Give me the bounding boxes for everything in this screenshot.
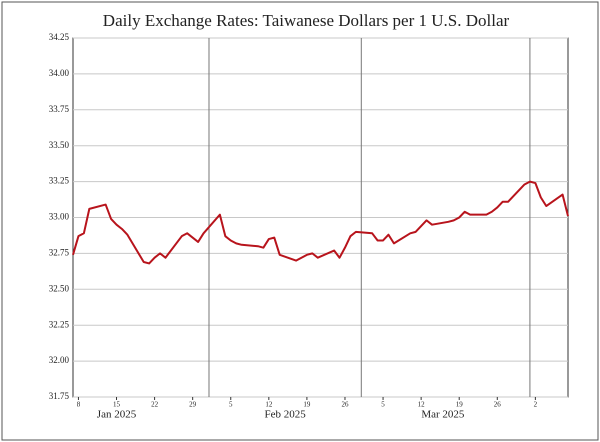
y-tick-label: 33.25 — [49, 176, 70, 186]
x-tick-label: 22 — [151, 401, 159, 409]
month-label: Mar 2025 — [421, 409, 465, 421]
x-tick-label: 8 — [77, 401, 81, 409]
y-tick-label: 32.75 — [49, 247, 70, 257]
x-tick-label: 26 — [341, 401, 349, 409]
month-label: Jan 2025 — [97, 409, 137, 421]
x-tick-label: 5 — [381, 401, 385, 409]
chart-title: Daily Exchange Rates: Taiwanese Dollars … — [103, 11, 510, 30]
y-tick-label: 31.75 — [49, 391, 70, 401]
y-tick-label: 34.25 — [49, 32, 70, 42]
x-tick-label: 19 — [303, 401, 311, 409]
x-tick-label: 29 — [189, 401, 197, 409]
y-tick-label: 33.50 — [49, 140, 70, 150]
y-tick-label: 32.25 — [49, 319, 70, 329]
y-tick-label: 33.75 — [49, 104, 70, 114]
y-tick-label: 34.00 — [49, 68, 70, 78]
y-tick-label: 33.00 — [49, 212, 70, 222]
y-tick-label: 32.00 — [49, 355, 70, 365]
month-label: Feb 2025 — [265, 409, 307, 421]
x-tick-label: 12 — [265, 401, 273, 409]
x-tick-label: 26 — [494, 401, 502, 409]
x-tick-label: 15 — [113, 401, 121, 409]
x-tick-label: 5 — [229, 401, 233, 409]
x-tick-label: 12 — [418, 401, 426, 409]
series-line — [72, 180, 569, 265]
y-tick-label: 32.50 — [49, 283, 70, 293]
x-tick-label: 19 — [456, 401, 464, 409]
x-tick-label: 2 — [534, 401, 538, 409]
